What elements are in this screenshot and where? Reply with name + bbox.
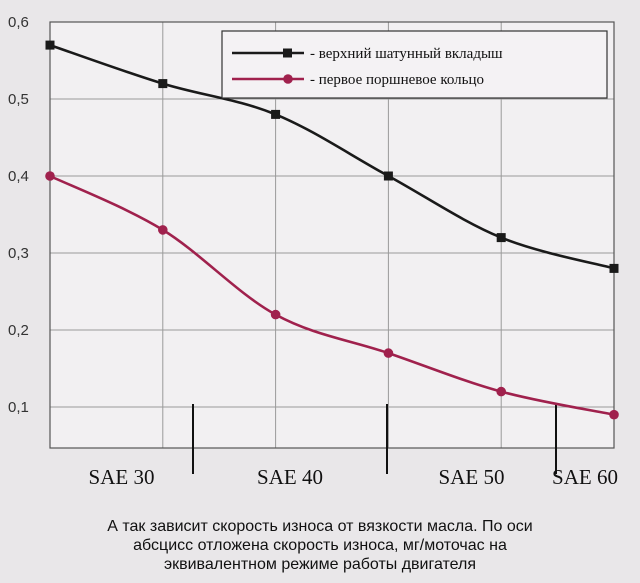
y-tick-label: 0,5 [8,91,29,108]
axes [49,21,615,474]
series-group [45,40,619,420]
category-labels: SAE 30 SAE 40 SAE 50 SAE 60 [89,465,618,489]
data-point [609,263,619,273]
series-line [49,174,615,416]
y-tick-labels: 0,1 0,2 0,3 0,4 0,5 0,6 [8,14,29,416]
y-tick-label: 0,3 [8,245,29,262]
data-point [496,233,506,243]
caption-line-3: эквивалентном режиме работы двигателя [163,556,477,573]
data-point [383,348,394,358]
y-tick-label: 0,6 [8,14,29,31]
legend-marker [283,48,292,58]
category-label: SAE 30 [89,465,155,489]
data-point [271,109,281,119]
category-label: SAE 40 [257,465,323,489]
y-tick-label: 0,2 [8,322,29,339]
legend-marker [283,74,293,84]
data-point [158,79,168,89]
data-point [609,409,619,420]
category-label: SAE 60 [552,465,618,489]
data-point [496,386,507,397]
series-line [49,43,615,270]
plot-frame [49,21,615,449]
legend-label: - первое поршневое кольцо [310,72,484,88]
data-point [270,309,281,320]
y-tick-label: 0,1 [8,399,29,416]
caption-line-2: абсцисс отложена скорость износа, мг/мот… [133,537,507,554]
legend: - верхний шатунный вкладыш - первое поршн… [221,30,608,99]
data-point [45,171,55,181]
y-tick-label: 0,4 [8,168,29,185]
legend-label: - верхний шатунный вкладыш [310,46,503,62]
data-point [383,171,393,181]
figure-caption: А так зависит скорость износа от вязкост… [0,517,640,574]
data-point [45,40,55,50]
chart: 0,10,20,30,40,50,6 SAE 30 SAE 40 SAE 50 SAE… [8,14,619,489]
data-point [158,225,168,235]
legend-box [221,30,608,99]
category-label: SAE 50 [439,465,505,489]
caption-line-1: А так зависит скорость износа от вязкост… [107,518,533,535]
